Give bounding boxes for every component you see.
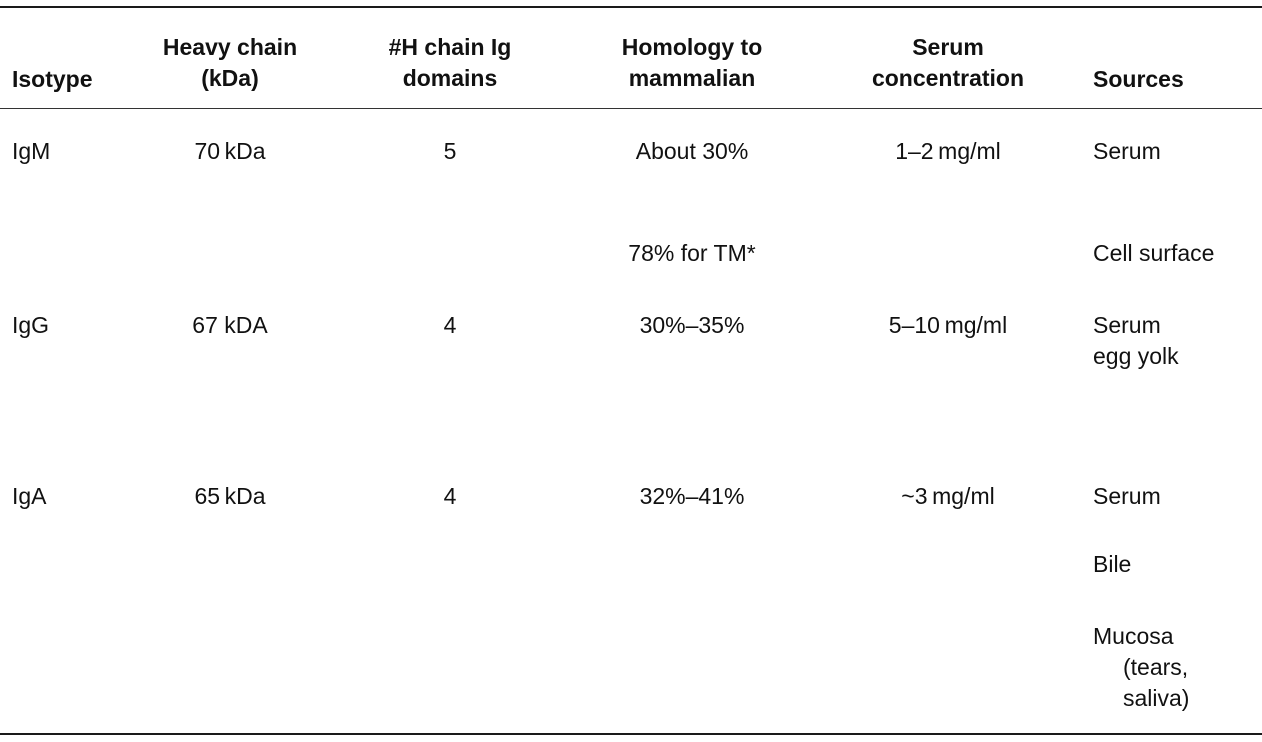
- cell-heavy-chain: 65 kDa: [194, 483, 266, 509]
- cell-h-chain-domains: 4: [443, 483, 457, 509]
- cell-source: Bile: [1093, 551, 1132, 577]
- cell-source: Serum: [1093, 138, 1161, 164]
- cell-homology-extra: 78% for TM*: [628, 240, 756, 266]
- cell-h-chain-domains: 5: [443, 138, 457, 164]
- cell-serum-concentration: 1–2 mg/ml: [895, 138, 1001, 164]
- table-bottom-rule: [0, 733, 1262, 735]
- cell-serum-concentration: 5–10 mg/ml: [888, 312, 1008, 338]
- cell-h-chain-domains: 4: [443, 312, 457, 338]
- header-serum-concentration: Serum concentration: [871, 34, 1025, 91]
- cell-source: (tears, saliva): [1123, 654, 1190, 711]
- cell-homology: 30%–35%: [639, 312, 745, 338]
- cell-source: Serum egg yolk: [1093, 312, 1179, 369]
- header-isotype: Isotype: [12, 66, 93, 92]
- cell-isotype: IgG: [12, 312, 50, 338]
- cell-source: Serum: [1093, 483, 1161, 509]
- cell-serum-concentration: ~3 mg/ml: [901, 483, 995, 509]
- cell-source: Cell surface: [1093, 240, 1215, 266]
- header-sources: Sources: [1093, 66, 1184, 92]
- header-heavy-chain: Heavy chain (kDa): [162, 34, 298, 91]
- header-homology: Homology to mammalian: [621, 34, 763, 91]
- cell-heavy-chain: 70 kDa: [194, 138, 266, 164]
- cell-heavy-chain: 67 kDA: [192, 312, 268, 338]
- cell-source: Mucosa: [1093, 623, 1174, 649]
- table-header-rule: [0, 108, 1262, 109]
- cell-homology: About 30%: [635, 138, 749, 164]
- header-h-chain-domains: #H chain Ig domains: [388, 34, 512, 91]
- cell-isotype: IgM: [12, 138, 51, 164]
- cell-isotype: IgA: [12, 483, 47, 509]
- cell-homology: 32%–41%: [639, 483, 745, 509]
- table-top-rule: [0, 6, 1262, 8]
